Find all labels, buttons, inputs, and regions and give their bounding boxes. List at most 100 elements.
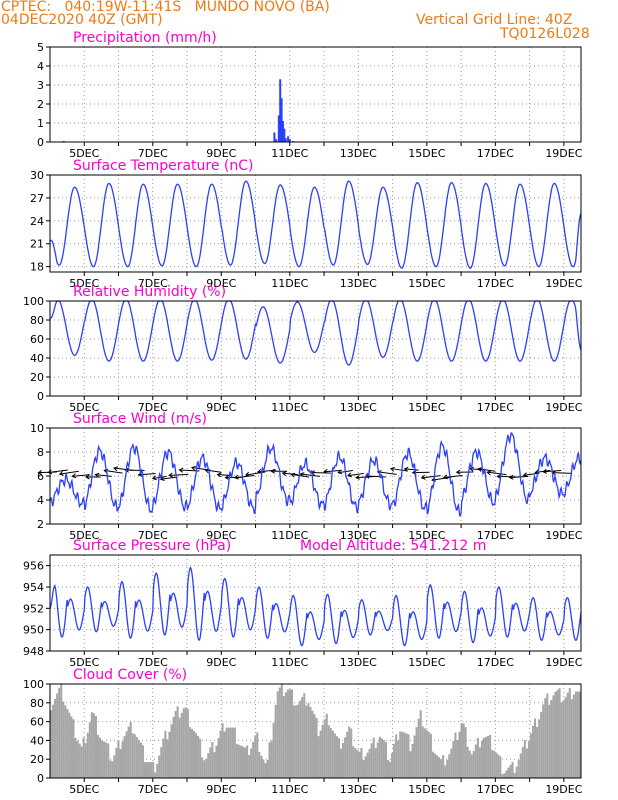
x-tick-label: 7DEC — [138, 529, 168, 542]
y-tick-label: 4 — [37, 60, 44, 73]
cloud-bar — [305, 705, 308, 778]
cloud-bar — [213, 752, 216, 778]
cloud-bar — [158, 755, 161, 778]
precip-bar — [273, 132, 276, 142]
cloud-bar — [384, 742, 387, 778]
cloud-bar — [50, 710, 53, 778]
wind-arrowhead — [522, 472, 528, 478]
cloud-bar — [209, 747, 212, 778]
wind-arrowhead — [190, 465, 196, 471]
y-tick-label: 1 — [37, 117, 44, 130]
cloud-bar — [317, 736, 320, 778]
precip-bar — [288, 139, 291, 142]
cloud-bar — [335, 736, 338, 778]
cloud-bar — [540, 711, 543, 778]
header-station: CPTEC: 040:19W-11:41S MUNDO NOVO (BA) — [1, 0, 330, 15]
cloud-bar — [182, 708, 185, 778]
cloud-bar — [389, 761, 392, 778]
wind-vector — [552, 472, 573, 474]
wind-arrowhead — [151, 475, 157, 481]
cloud-bar — [529, 733, 532, 778]
x-tick-label: 11DEC — [271, 401, 308, 414]
x-tick-label: 5DEC — [69, 529, 99, 542]
y-tick-label: 40 — [30, 734, 44, 747]
cloud-bar — [476, 737, 479, 778]
x-tick-label: 19DEC — [545, 529, 582, 542]
y-tick-label: 10 — [30, 422, 44, 435]
cloud-bar — [576, 691, 579, 778]
cloud-bar — [56, 693, 59, 778]
cloud-bar — [293, 705, 296, 778]
cloud-bar — [90, 712, 93, 778]
cloud-bar — [162, 738, 165, 778]
cloud-bar — [509, 764, 512, 778]
cloud-bar — [487, 735, 490, 778]
cloud-bar — [137, 739, 140, 778]
cloud-bar — [78, 743, 81, 778]
cloud-bar — [152, 762, 155, 778]
wind-vector — [377, 471, 397, 475]
y-tick-label: 0 — [37, 136, 44, 149]
wind-arrowhead — [442, 474, 448, 480]
cloud-bar — [568, 688, 571, 778]
cloud-bar — [252, 741, 255, 778]
x-tick-label: 19DEC — [545, 656, 582, 669]
cloud-bar — [427, 732, 430, 778]
wind-arrowhead — [281, 471, 287, 477]
y-tick-label: 80 — [30, 314, 44, 327]
cloud-bar — [489, 734, 492, 778]
cloud-bar — [423, 728, 426, 778]
y-tick-label: 948 — [23, 645, 44, 658]
cloud-bar — [211, 741, 214, 778]
cloud-bar — [419, 710, 422, 778]
cloud-bar — [446, 759, 449, 778]
x-tick-label: 5DEC — [69, 277, 99, 290]
x-tick-label: 19DEC — [545, 277, 582, 290]
cloud-bar — [184, 707, 187, 778]
x-tick-label: 5DEC — [69, 147, 99, 160]
y-tick-label: 80 — [30, 697, 44, 710]
y-tick-label: 30 — [30, 169, 44, 182]
cloud-bar — [485, 736, 488, 778]
cloud-bar — [241, 746, 245, 778]
cloud-bar — [244, 747, 247, 778]
cloud-bar — [270, 740, 273, 778]
wind-vector — [300, 473, 321, 477]
y-tick-label: 950 — [23, 624, 44, 637]
cloud-bar — [86, 732, 89, 778]
cloud-bar — [105, 742, 108, 778]
cloud-bar — [129, 722, 132, 778]
cloud-bar — [323, 719, 326, 778]
wind-arrowhead — [224, 475, 230, 481]
cloud-bar — [313, 714, 316, 778]
cloud-bar — [570, 699, 573, 778]
cloud-bar — [148, 762, 151, 778]
cloud-bar — [54, 699, 57, 778]
cloud-bar — [386, 759, 390, 778]
cloud-bar — [109, 760, 112, 778]
wind-arrowhead — [508, 474, 514, 480]
x-tick-label: 13DEC — [340, 529, 377, 542]
cloud-bar — [156, 763, 159, 778]
cloud-bar — [117, 740, 120, 778]
cloud-bar — [70, 716, 73, 778]
cloud-bar — [119, 748, 122, 778]
cloud-bar — [180, 712, 183, 778]
y-tick-label: 21 — [30, 238, 44, 251]
y-tick-label: 60 — [30, 333, 44, 346]
cloud-bar — [309, 706, 312, 778]
cloud-bar — [170, 724, 173, 778]
wind-vector — [205, 469, 222, 473]
wind-arrowhead — [496, 473, 502, 479]
cloud-bar — [233, 727, 236, 778]
cloud-bar — [364, 756, 367, 778]
cloud-bar — [448, 754, 451, 778]
cloud-bar — [431, 751, 434, 778]
x-tick-label: 9DEC — [206, 656, 236, 669]
cloud-bar — [186, 709, 189, 778]
wind-arrowhead — [159, 476, 165, 481]
cloud-bar — [495, 752, 498, 778]
cloud-bar — [215, 745, 218, 778]
cloud-bar — [513, 773, 516, 778]
x-tick-label: 7DEC — [138, 783, 168, 796]
